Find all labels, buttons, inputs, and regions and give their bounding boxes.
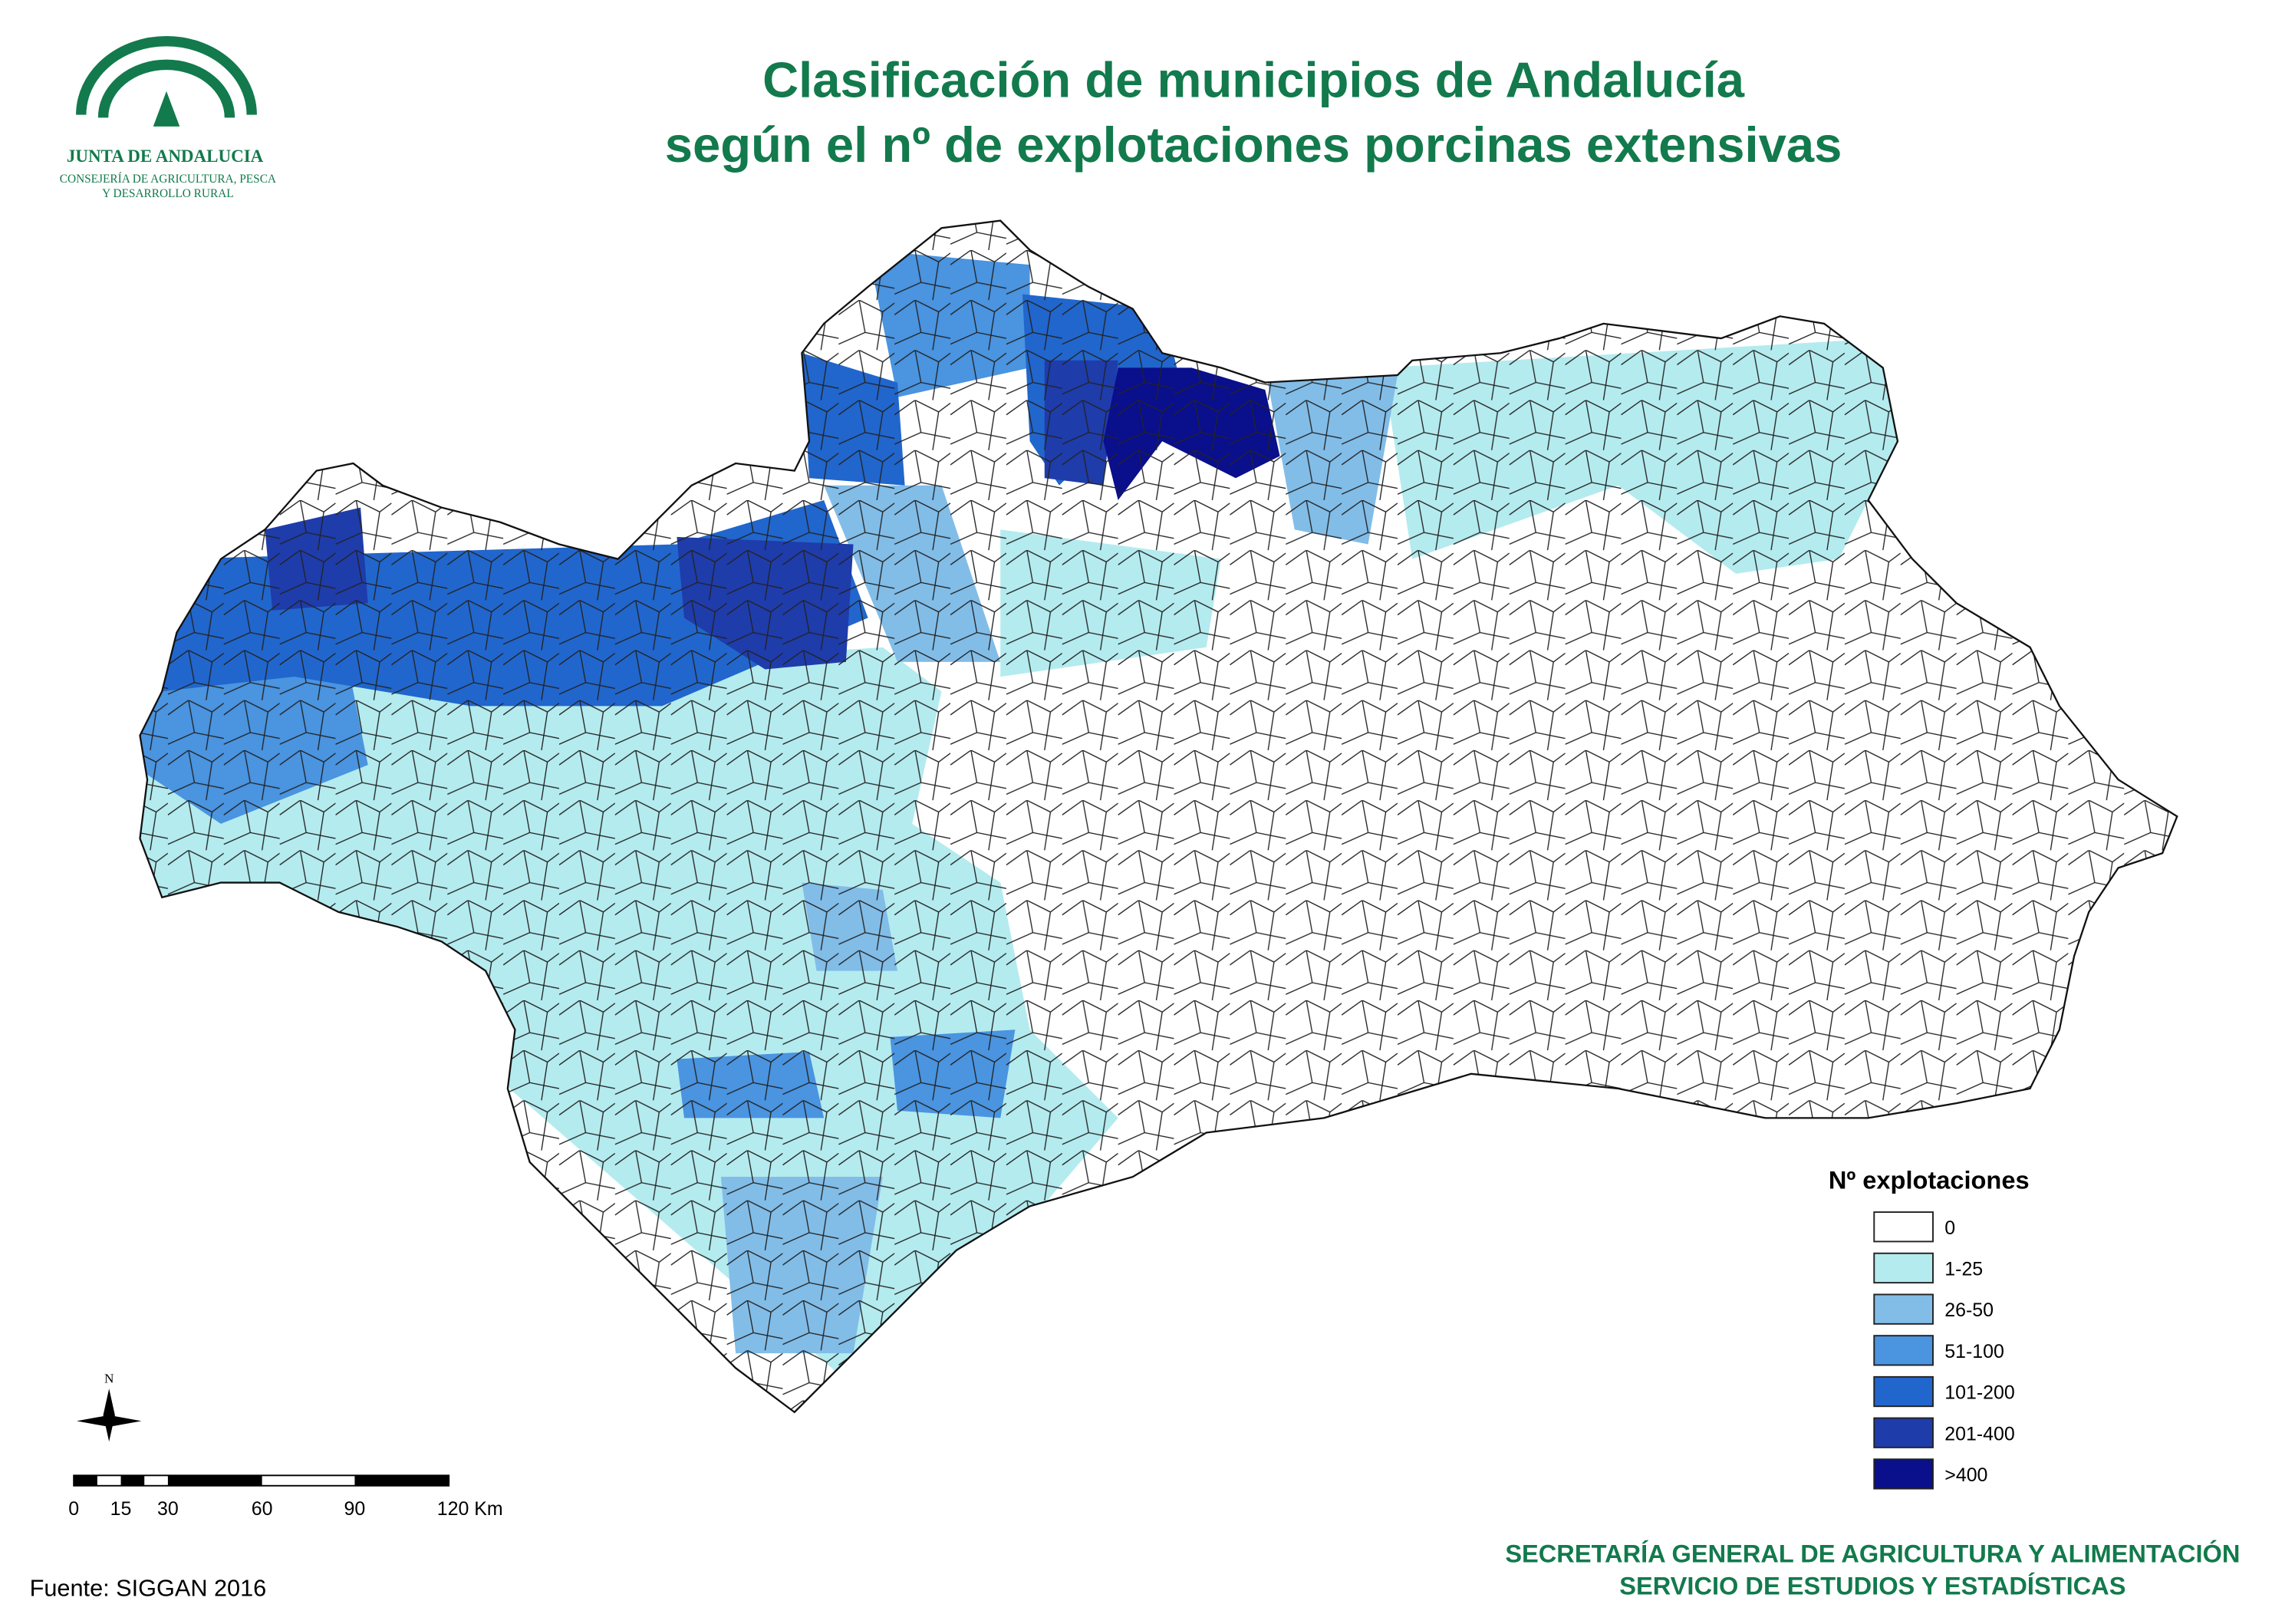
- legend-swatch: [1873, 1293, 1934, 1325]
- scale-label: 120 Km: [437, 1498, 503, 1520]
- title: según el nº de explotaciones porcinas ex…: [665, 117, 1842, 173]
- legend-title: Nº explotaciones: [1829, 1165, 2030, 1194]
- scale-segment: [74, 1475, 97, 1486]
- scale-segment: [167, 1475, 262, 1486]
- legend-label: 51-100: [1944, 1341, 2004, 1362]
- scale-label: 30: [157, 1498, 179, 1520]
- logo-dept: CONSEJERÍA DE AGRICULTURA, PESCA: [60, 173, 276, 186]
- legend-label: 101-200: [1944, 1382, 2014, 1404]
- legend-swatch: [1873, 1417, 1934, 1448]
- legend-label: 26-50: [1944, 1300, 1994, 1321]
- legend: Nº explotaciones 0 1-25 26-50 51-100 101-200…: [1829, 1165, 2030, 1490]
- footer: SERVICIO DE ESTUDIOS Y ESTADÍSTICAS: [1619, 1572, 2125, 1600]
- scale-label: 90: [344, 1498, 366, 1520]
- logo-tree: [153, 91, 180, 127]
- source: Fuente: SIGGAN 2016: [30, 1575, 267, 1602]
- scale-segment: [354, 1475, 449, 1486]
- north-arrow: N: [77, 1372, 142, 1442]
- legend-swatch: [1873, 1335, 1934, 1366]
- logo-arc: [97, 59, 235, 118]
- north-label: N: [104, 1372, 114, 1386]
- map: [140, 220, 2178, 1412]
- legend-swatch: [1873, 1211, 1934, 1243]
- logo: JUNTA DE ANDALUCIA CONSEJERÍA DE AGRICUL…: [60, 35, 276, 200]
- municipality-borders: [140, 220, 2178, 1412]
- scale-label: 0: [68, 1498, 79, 1520]
- scale-label: 15: [110, 1498, 132, 1520]
- logo-arc: [76, 35, 257, 115]
- logo-dept: Y DESARROLLO RURAL: [102, 187, 233, 200]
- legend-swatch: [1873, 1458, 1934, 1490]
- legend-label: 1-25: [1944, 1259, 1983, 1280]
- scale-bar: 0 15 30 60 90 120 Km: [68, 1474, 503, 1520]
- legend-label: 201-400: [1944, 1423, 2014, 1444]
- legend-swatch: [1873, 1252, 1934, 1284]
- legend-label: 0: [1944, 1217, 1955, 1239]
- scale-label: 60: [252, 1498, 273, 1520]
- legend-label: >400: [1944, 1464, 1987, 1486]
- legend-swatch: [1873, 1375, 1934, 1408]
- scale-segment: [120, 1475, 145, 1486]
- logo-name: JUNTA DE ANDALUCIA: [67, 146, 264, 166]
- footer: SECRETARÍA GENERAL DE AGRICULTURA Y ALIM…: [1505, 1539, 2240, 1567]
- title: Clasificación de municipios de Andalucía: [762, 52, 1745, 108]
- compass: [77, 1388, 142, 1442]
